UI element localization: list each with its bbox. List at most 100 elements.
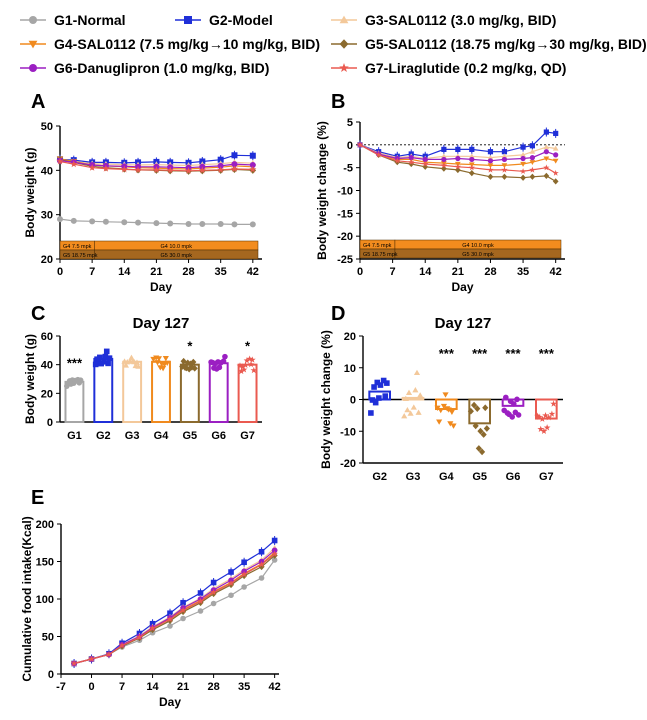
panel-b-point-g5 (408, 160, 415, 168)
panel-b-point-g4 (520, 161, 526, 167)
panel-a-y-tick-label: 40 (41, 165, 53, 177)
panel-e-point-g1 (228, 592, 234, 599)
panel-b-y-tick-label: -20 (337, 231, 353, 243)
panel-e-x-tick-label: 42 (269, 681, 281, 693)
panel-d-dot-g4 (436, 419, 443, 425)
panel-b-y-label: Body weight change (%) (315, 121, 329, 260)
panel-b-point-g3 (441, 153, 447, 159)
panel-a-x-tick-label: 7 (89, 266, 95, 278)
panel-d-dot-g6 (514, 396, 520, 403)
panel-a-y-tick-label: 50 (41, 121, 53, 133)
panel-c-y-tick-label: 40 (41, 360, 53, 372)
panel-d-dot-g7 (543, 424, 551, 431)
panel-b-point-g3 (468, 153, 475, 159)
panel-b-point-g7 (468, 164, 475, 171)
panel-b-point-g7 (520, 168, 527, 174)
panel-a-point-g1 (231, 221, 238, 228)
panel-a-point-g1 (135, 219, 142, 226)
panel-b-dose-label: G4 7.5 mpk (363, 243, 392, 249)
panel-a-point-g1 (121, 219, 128, 226)
legend-marker-1 (29, 16, 37, 24)
panel-b-point-g3 (520, 152, 526, 157)
panel-e-point-g7 (271, 550, 278, 557)
panel-d-dot-g6 (515, 412, 522, 418)
panel-d-dot-g5 (474, 405, 481, 412)
panel-c-dot-g3 (135, 363, 142, 369)
legend-entry-3: G3-SAL0112 (3.0 mg/kg, BID) (365, 12, 556, 28)
panel-a-point-g2 (249, 152, 256, 159)
panel-b-dose-label: G5 18.75 mpk (363, 252, 398, 258)
panel-e-y-tick-label: 0 (48, 669, 54, 681)
panel-d-title: Day 127 (435, 315, 492, 332)
panel-b-point-g5 (520, 174, 526, 181)
panel-d-dot-g7 (545, 414, 553, 421)
panel-e-point-g2 (258, 548, 265, 555)
panel-d-dot-g3 (401, 413, 408, 419)
panel-a-point-g1 (70, 217, 77, 224)
panel-b-point-g2 (501, 149, 508, 155)
panel-c-bar-g6 (208, 362, 229, 424)
panel-d-dot-g3 (402, 395, 409, 402)
panel-c-dot-g4 (164, 360, 171, 367)
panel-a-point-g7 (102, 164, 110, 172)
panel-a-y-tick-label: 20 (41, 254, 53, 266)
panel-a-dose-label: G4 7.5 mpk (63, 244, 92, 250)
panel-a-point-g7 (70, 160, 78, 168)
panel-label-a: A (31, 91, 45, 113)
panel-d-category-label: G3 (406, 471, 421, 483)
panel-d-category-label: G2 (372, 471, 387, 483)
panel-b-point-g2 (520, 144, 526, 150)
panel-c-dot-g6 (208, 359, 214, 365)
legend-entry-1: G1-Normal (54, 12, 126, 28)
panel-c-category-label: G2 (96, 430, 111, 442)
panel-b-point-g6 (455, 155, 461, 162)
panel-d-dot-g2 (371, 384, 377, 390)
panel-d-y-label: Body weight change (%) (319, 330, 333, 469)
panel-a-x-tick-label: 35 (215, 266, 227, 278)
panel-b-point-g5 (543, 172, 550, 180)
panel-d-dot-g4 (442, 392, 449, 398)
panel-e-point-g2 (210, 579, 217, 586)
panel-a-point-g7 (185, 167, 193, 174)
panel-d-dot-g2 (382, 393, 389, 399)
panel-b-point-g6 (520, 155, 526, 162)
panel-b-point-g6 (529, 155, 535, 161)
panel-c-dot-g4 (162, 356, 169, 362)
legend-marker-5 (339, 39, 349, 49)
panel-c-dot-g3 (129, 358, 136, 364)
panel-e-x-tick-label: 28 (207, 681, 219, 693)
panel-b-x-tick-label: 21 (452, 266, 464, 278)
panel-c-bar-g3 (122, 360, 143, 423)
panel-b-point-g6 (408, 155, 414, 161)
panel-e-x-tick-label: 21 (177, 681, 189, 693)
panel-e-point-g7 (105, 651, 113, 658)
panel-b-point-g7 (440, 162, 447, 168)
panel-b-point-g2 (487, 149, 494, 155)
panel-d-dot-g7 (540, 427, 548, 434)
panel-label-c: C (31, 303, 45, 325)
legend: G1-Normal G2-Model G3-SAL0112 (3.0 mg/kg, … (20, 12, 647, 76)
panel-d-dot-g4 (434, 405, 441, 411)
legend-marker-2 (184, 16, 192, 24)
panel-a-point-g7 (120, 165, 128, 173)
panel-b-x-tick-label: 14 (419, 266, 432, 278)
panel-a-point-g7 (249, 165, 257, 173)
panel-d-significance: *** (472, 346, 488, 361)
panel-b-point-g4 (487, 163, 494, 169)
panel-c-dot-g7 (239, 363, 247, 370)
panel-b-x-tick-label: 42 (550, 266, 562, 278)
panel-e-point-g2 (241, 559, 247, 566)
panel-b-point-g7 (375, 151, 382, 158)
panel-b-point-g3 (487, 154, 494, 160)
panel-c-dot-g7 (236, 362, 244, 369)
panel-a-point-g6 (231, 161, 238, 168)
panel-c-category-label: G5 (183, 430, 198, 442)
panel-e-x-tick-label: 7 (119, 681, 125, 693)
panel-e-point-g1 (210, 600, 217, 607)
panel-b-y-tick-label: -10 (337, 186, 353, 198)
panel-c-dot-g3 (124, 359, 131, 365)
panel-e-point-g1 (197, 608, 204, 614)
panel-d-y-tick-label: -10 (340, 426, 356, 438)
panel-d-dot-g7 (537, 425, 545, 432)
panel-b-point-g2 (469, 146, 475, 152)
